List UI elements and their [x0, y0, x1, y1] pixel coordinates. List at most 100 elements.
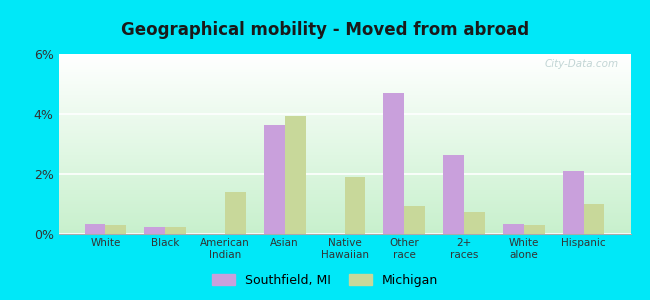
Bar [58, 152, 630, 153]
Bar [58, 219, 630, 220]
Bar [58, 91, 630, 92]
Bar [58, 227, 630, 228]
Bar [285, 116, 306, 234]
Bar [58, 185, 630, 186]
Bar [58, 55, 630, 56]
Bar [58, 137, 630, 138]
Bar [58, 223, 630, 224]
Bar [58, 189, 630, 190]
Bar [58, 75, 630, 76]
Bar [58, 181, 630, 182]
Bar [58, 102, 630, 103]
Bar [58, 129, 630, 130]
Bar [58, 183, 630, 184]
Bar [58, 76, 630, 77]
Bar [58, 165, 630, 166]
Bar [58, 98, 630, 99]
Bar [165, 226, 186, 234]
Bar [58, 84, 630, 85]
Bar [58, 63, 630, 64]
Bar [58, 143, 630, 144]
Bar [58, 113, 630, 114]
Bar [58, 93, 630, 94]
Bar [58, 138, 630, 139]
Bar [58, 111, 630, 112]
Bar [58, 167, 630, 168]
Bar [58, 125, 630, 126]
Bar [58, 205, 630, 206]
Bar [58, 141, 630, 142]
Bar [58, 119, 630, 120]
Bar [58, 162, 630, 163]
Bar [58, 118, 630, 119]
Text: City-Data.com: City-Data.com [545, 59, 619, 69]
Bar [58, 68, 630, 69]
Bar [58, 218, 630, 219]
Bar [58, 81, 630, 82]
Bar [584, 204, 605, 234]
Bar [58, 79, 630, 80]
Bar [503, 224, 524, 234]
Bar [58, 82, 630, 83]
Bar [58, 97, 630, 98]
Bar [58, 104, 630, 105]
Bar [58, 112, 630, 113]
Bar [58, 173, 630, 174]
Bar [58, 203, 630, 204]
Bar [58, 70, 630, 71]
Bar [58, 135, 630, 136]
Bar [58, 194, 630, 195]
Bar [58, 116, 630, 117]
Bar [58, 136, 630, 137]
Bar [58, 89, 630, 90]
Bar [58, 190, 630, 191]
Bar [58, 204, 630, 205]
Bar [58, 78, 630, 79]
Bar [58, 224, 630, 225]
Bar [58, 217, 630, 218]
Bar [58, 155, 630, 156]
Bar [58, 179, 630, 180]
Bar [58, 73, 630, 74]
Bar [58, 171, 630, 172]
Legend: Southfield, MI, Michigan: Southfield, MI, Michigan [208, 270, 442, 291]
Bar [58, 101, 630, 102]
Bar [58, 212, 630, 213]
Bar [58, 145, 630, 146]
Bar [58, 127, 630, 128]
Bar [58, 54, 630, 55]
Bar [58, 170, 630, 171]
Bar [58, 72, 630, 73]
Bar [58, 146, 630, 147]
Bar [58, 220, 630, 221]
Bar [58, 128, 630, 129]
Bar [58, 59, 630, 60]
Bar [58, 108, 630, 109]
Bar [58, 215, 630, 216]
Bar [58, 210, 630, 211]
Bar [58, 209, 630, 210]
Bar [58, 103, 630, 104]
Bar [58, 117, 630, 118]
Bar [58, 206, 630, 207]
Bar [58, 71, 630, 72]
Bar [58, 61, 630, 62]
Bar [58, 158, 630, 159]
Bar [58, 58, 630, 59]
Bar [58, 65, 630, 66]
Bar [58, 56, 630, 57]
Bar [58, 196, 630, 197]
Bar [58, 202, 630, 203]
Bar [58, 64, 630, 65]
Bar [58, 148, 630, 149]
Bar [58, 88, 630, 89]
Bar [58, 176, 630, 177]
Bar [58, 86, 630, 87]
Bar [58, 115, 630, 116]
Bar [58, 110, 630, 111]
Bar [58, 232, 630, 233]
Bar [58, 178, 630, 179]
Bar [58, 92, 630, 93]
Bar [58, 131, 630, 132]
Bar [58, 122, 630, 123]
